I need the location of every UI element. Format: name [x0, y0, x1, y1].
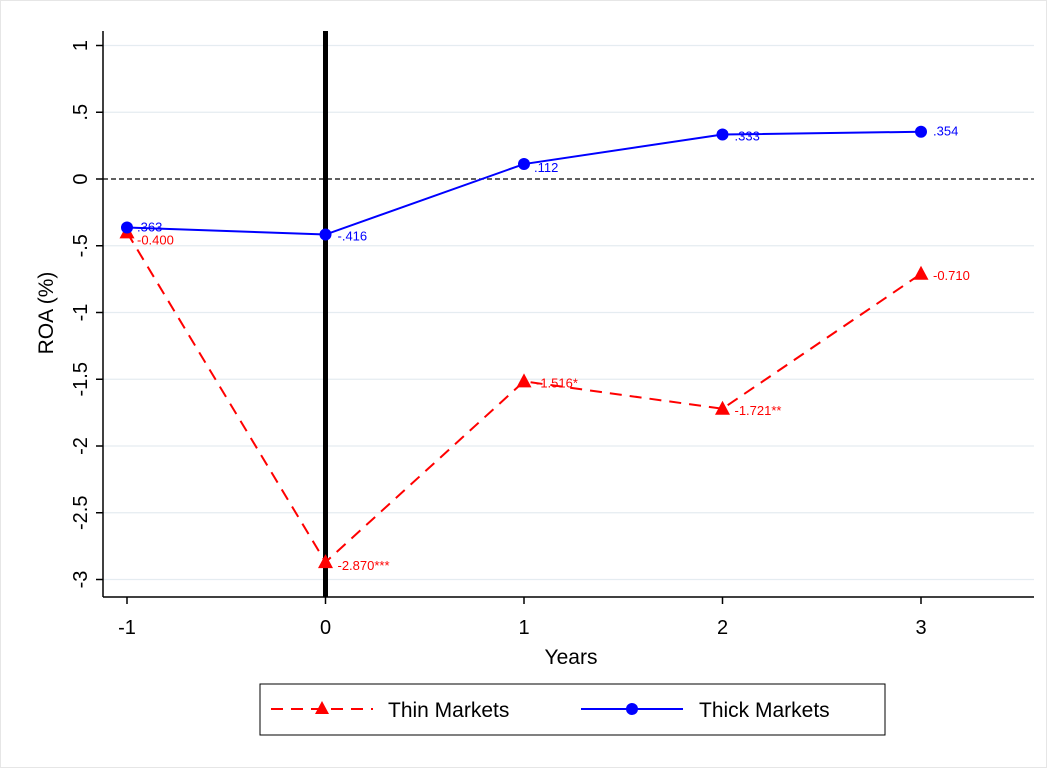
thin-markets-data-label: -1.721** — [735, 403, 782, 418]
y-tick-label: -3 — [70, 571, 92, 589]
x-tick-label: 2 — [717, 617, 728, 639]
thick-markets-data-label: -.416 — [338, 229, 368, 244]
legend-thin-label: Thin Markets — [388, 699, 509, 722]
y-tick-label: -1.5 — [70, 362, 92, 396]
y-axis-title: ROA (%) — [35, 272, 58, 355]
x-tick-label: 1 — [518, 617, 529, 639]
thick-markets-point-marker — [518, 158, 530, 171]
y-tick-label: 1 — [70, 40, 92, 51]
axes — [102, 31, 1034, 598]
legend-entry-thin: Thin Markets — [271, 699, 509, 722]
thick-markets-point-marker — [319, 228, 332, 241]
y-tick-label: 0 — [70, 173, 92, 184]
y-tick-label: .5 — [70, 104, 92, 121]
thin-markets-point-marker — [715, 400, 730, 415]
thin-markets-point-marker — [516, 373, 532, 388]
thin-markets-data-label: -0.400 — [137, 232, 174, 247]
thin-markets-data-label: -1.516* — [536, 375, 578, 390]
grid-layer — [103, 44, 1034, 581]
data-labels: -0.400 -2.870*** -1.516* -1.721** -0.710 .363… — [137, 124, 970, 573]
thick-markets-point-marker — [915, 125, 927, 138]
thin-markets-point-marker — [913, 265, 929, 280]
legend-thin-triangle-icon — [315, 701, 329, 714]
thin-markets-data-label: -2.870*** — [338, 558, 390, 573]
y-tick-label: -2.5 — [70, 496, 92, 530]
thick-markets-data-label: .354 — [933, 124, 958, 139]
x-axis-title: Years — [545, 646, 598, 669]
y-tick-label: -2 — [70, 437, 92, 455]
legend-box — [259, 683, 886, 736]
y-tick-label: -.5 — [70, 234, 92, 257]
reference-lines — [103, 31, 1034, 597]
x-tick-label: -1 — [118, 617, 136, 639]
legend-thick-label: Thick Markets — [699, 699, 830, 722]
thin-markets-point-marker — [318, 554, 333, 569]
legend: Thin Markets Thick Markets — [259, 683, 886, 736]
legend-thick-circle-icon — [626, 703, 638, 715]
legend-entry-thick: Thick Markets — [581, 699, 830, 722]
thick-markets-point-marker — [121, 221, 133, 234]
series-layer — [119, 125, 929, 569]
thick-markets-line — [126, 130, 922, 236]
thin-markets-data-label: -0.710 — [933, 268, 970, 283]
thick-markets-data-label: .333 — [735, 129, 760, 144]
thick-markets-data-label: .112 — [534, 160, 558, 175]
x-tick-label: 3 — [915, 617, 926, 639]
thick-markets-point-marker — [716, 128, 729, 141]
thick-markets-data-label: .363 — [137, 219, 162, 234]
tick-layer: -3 -2.5 -2 -1.5 -1 -.5 0 .5 1 -1 0 1 2 3 — [70, 40, 927, 639]
y-tick-label: -1 — [70, 304, 92, 322]
x-tick-label: 0 — [320, 617, 331, 639]
